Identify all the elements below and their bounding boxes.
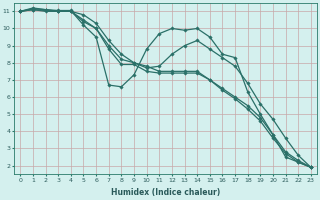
X-axis label: Humidex (Indice chaleur): Humidex (Indice chaleur)	[111, 188, 220, 197]
